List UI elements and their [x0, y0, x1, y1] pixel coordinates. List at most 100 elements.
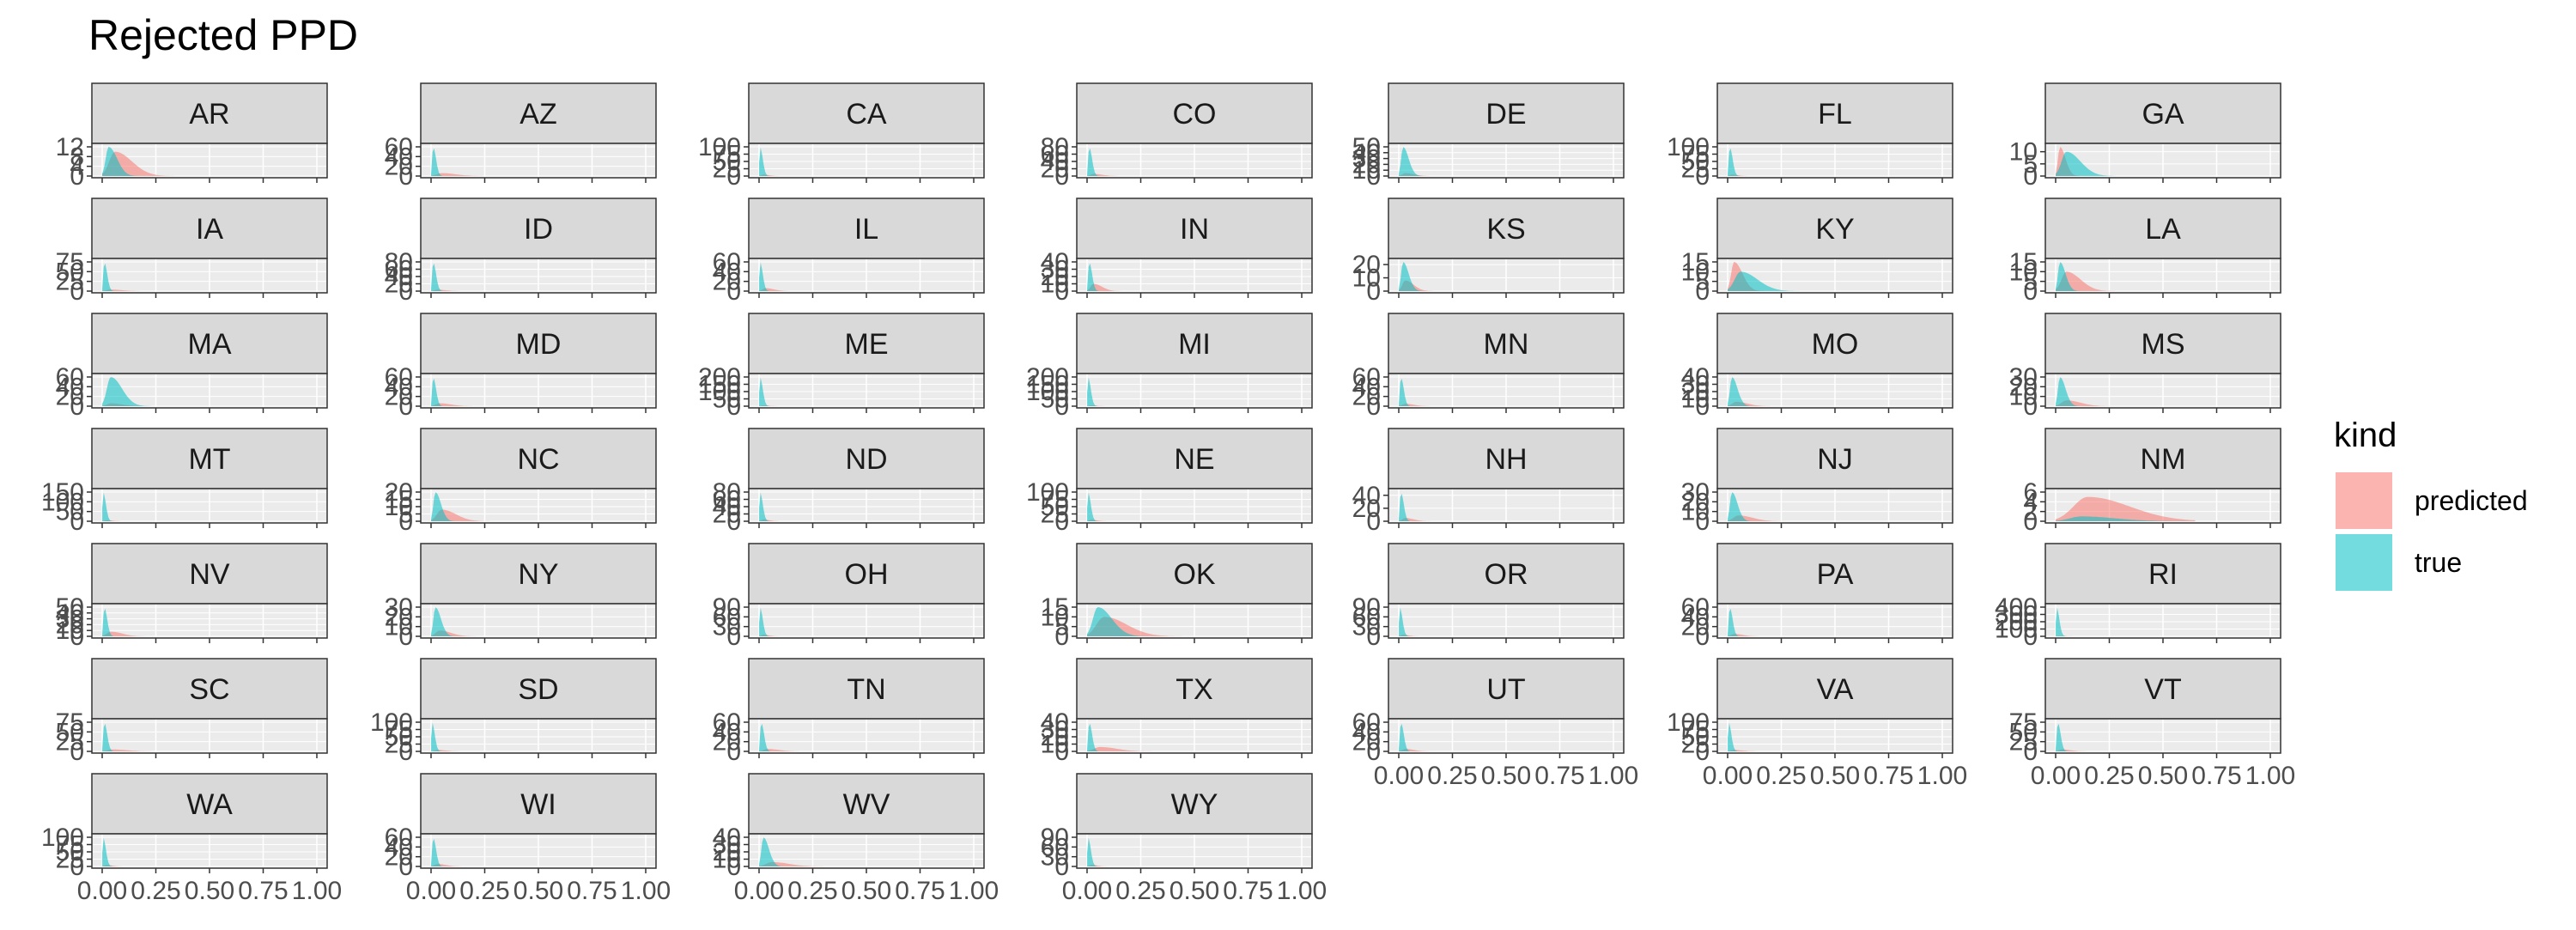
facet-strip — [1716, 198, 1953, 259]
density-true — [102, 147, 242, 176]
x-tick-label: 0.75 — [567, 877, 617, 905]
density-predicted — [431, 864, 571, 866]
facet-strip — [748, 428, 985, 489]
y-tick-label: 100 — [1026, 378, 1069, 406]
facet-strip — [1076, 82, 1313, 144]
y-tick-label: 40 — [1352, 373, 1381, 401]
facet-strip — [1076, 773, 1313, 835]
y-tick-label: 20 — [385, 603, 413, 631]
y-tick-label: 0 — [2023, 277, 2038, 306]
y-tick-label: 30 — [1352, 613, 1381, 641]
y-tick-label: 100 — [698, 133, 741, 161]
x-tick-label: 1.00 — [2245, 762, 2295, 790]
y-tick-label: 60 — [385, 824, 413, 852]
y-tick-label: 50 — [1681, 148, 1710, 176]
facet-strip-label: MI — [1178, 328, 1211, 361]
facet-strip — [91, 428, 328, 489]
facet-strip — [2044, 82, 2281, 144]
y-tick-label: 0 — [726, 392, 741, 421]
x-tick-label: 0.75 — [238, 877, 288, 905]
y-tick-label: 10 — [1041, 731, 1069, 759]
facet-strip — [748, 658, 985, 720]
y-tick-label: 0 — [70, 623, 84, 651]
y-tick-label: 30 — [1352, 145, 1381, 173]
y-tick-label: 0 — [398, 623, 413, 651]
y-tick-label: 75 — [1681, 716, 1710, 745]
legend-key-predicted — [2336, 472, 2392, 529]
y-tick-label: 50 — [713, 148, 741, 176]
y-tick-label: 20 — [2009, 373, 2038, 401]
y-tick-label: 40 — [1352, 718, 1381, 746]
facet-strip-label: OK — [1173, 558, 1215, 591]
facet-strip-label: NV — [189, 558, 230, 591]
facet-strip — [1388, 543, 1625, 605]
y-tick-label: 200 — [698, 363, 741, 392]
facet-strip-label: CA — [846, 98, 887, 131]
density-predicted — [102, 631, 242, 636]
facet-strip — [91, 198, 328, 259]
y-tick-label: 40 — [713, 258, 741, 286]
x-tick-label: 1.00 — [292, 877, 342, 905]
y-tick-label: 25 — [2009, 728, 2038, 757]
y-tick-label: 0 — [398, 162, 413, 191]
y-tick-label: 0 — [1054, 392, 1069, 421]
density-predicted — [1728, 750, 1868, 751]
legend: kind predicted true — [2334, 416, 2528, 591]
x-tick-label: 0.75 — [2191, 762, 2241, 790]
facet-strip-label: IL — [854, 213, 878, 246]
density-predicted — [759, 288, 899, 291]
y-tick-label: 20 — [1352, 495, 1381, 523]
density-predicted — [1399, 518, 1539, 521]
y-tick-label: 20 — [1681, 488, 1710, 516]
facet-strip-label: IN — [1180, 213, 1209, 246]
y-tick-label: 75 — [1681, 141, 1710, 169]
y-tick-label: 0 — [726, 162, 741, 191]
y-tick-label: 30 — [1041, 256, 1069, 284]
density-true — [431, 492, 571, 521]
facet-strip-label: VT — [2144, 673, 2181, 706]
density-predicted — [1087, 173, 1227, 176]
y-tick-label: 10 — [385, 613, 413, 641]
y-tick-label: 0 — [1054, 277, 1069, 306]
y-tick-label: 0 — [70, 277, 84, 306]
legend-title: kind — [2334, 416, 2397, 454]
y-tick-label: 0 — [398, 853, 413, 881]
y-tick-label: 0 — [2023, 392, 2038, 421]
y-tick-label: 75 — [56, 708, 84, 737]
x-tick-label: 0.75 — [895, 877, 945, 905]
y-tick-label: 0 — [1054, 162, 1069, 191]
facet-strip-label: WY — [1171, 788, 1218, 821]
y-tick-label: 30 — [56, 605, 84, 634]
y-tick-label: 0 — [1695, 392, 1710, 421]
y-tick-label: 50 — [713, 386, 741, 414]
facet-strip — [1388, 313, 1625, 374]
density-true — [102, 377, 242, 406]
facet-strip-label: ND — [845, 443, 887, 476]
density-predicted — [1087, 405, 1227, 406]
y-tick-label: 20 — [1681, 613, 1710, 641]
y-tick-label: 150 — [1026, 371, 1069, 399]
y-tick-label: 100 — [698, 378, 741, 406]
density-predicted — [2056, 496, 2196, 521]
x-tick-label: 0.00 — [1062, 877, 1112, 905]
facet-strip-label: NY — [518, 558, 558, 591]
x-tick-label: 0.25 — [2084, 762, 2134, 790]
facet-panels: AR04812AZ0204060CA0255075100CO020406080D… — [41, 82, 2295, 905]
y-tick-label: 20 — [1681, 378, 1710, 406]
density-predicted — [1087, 520, 1227, 521]
facet-strip — [91, 543, 328, 605]
y-tick-label: 300 — [1995, 601, 2038, 629]
y-tick-label: 200 — [1995, 608, 2038, 636]
